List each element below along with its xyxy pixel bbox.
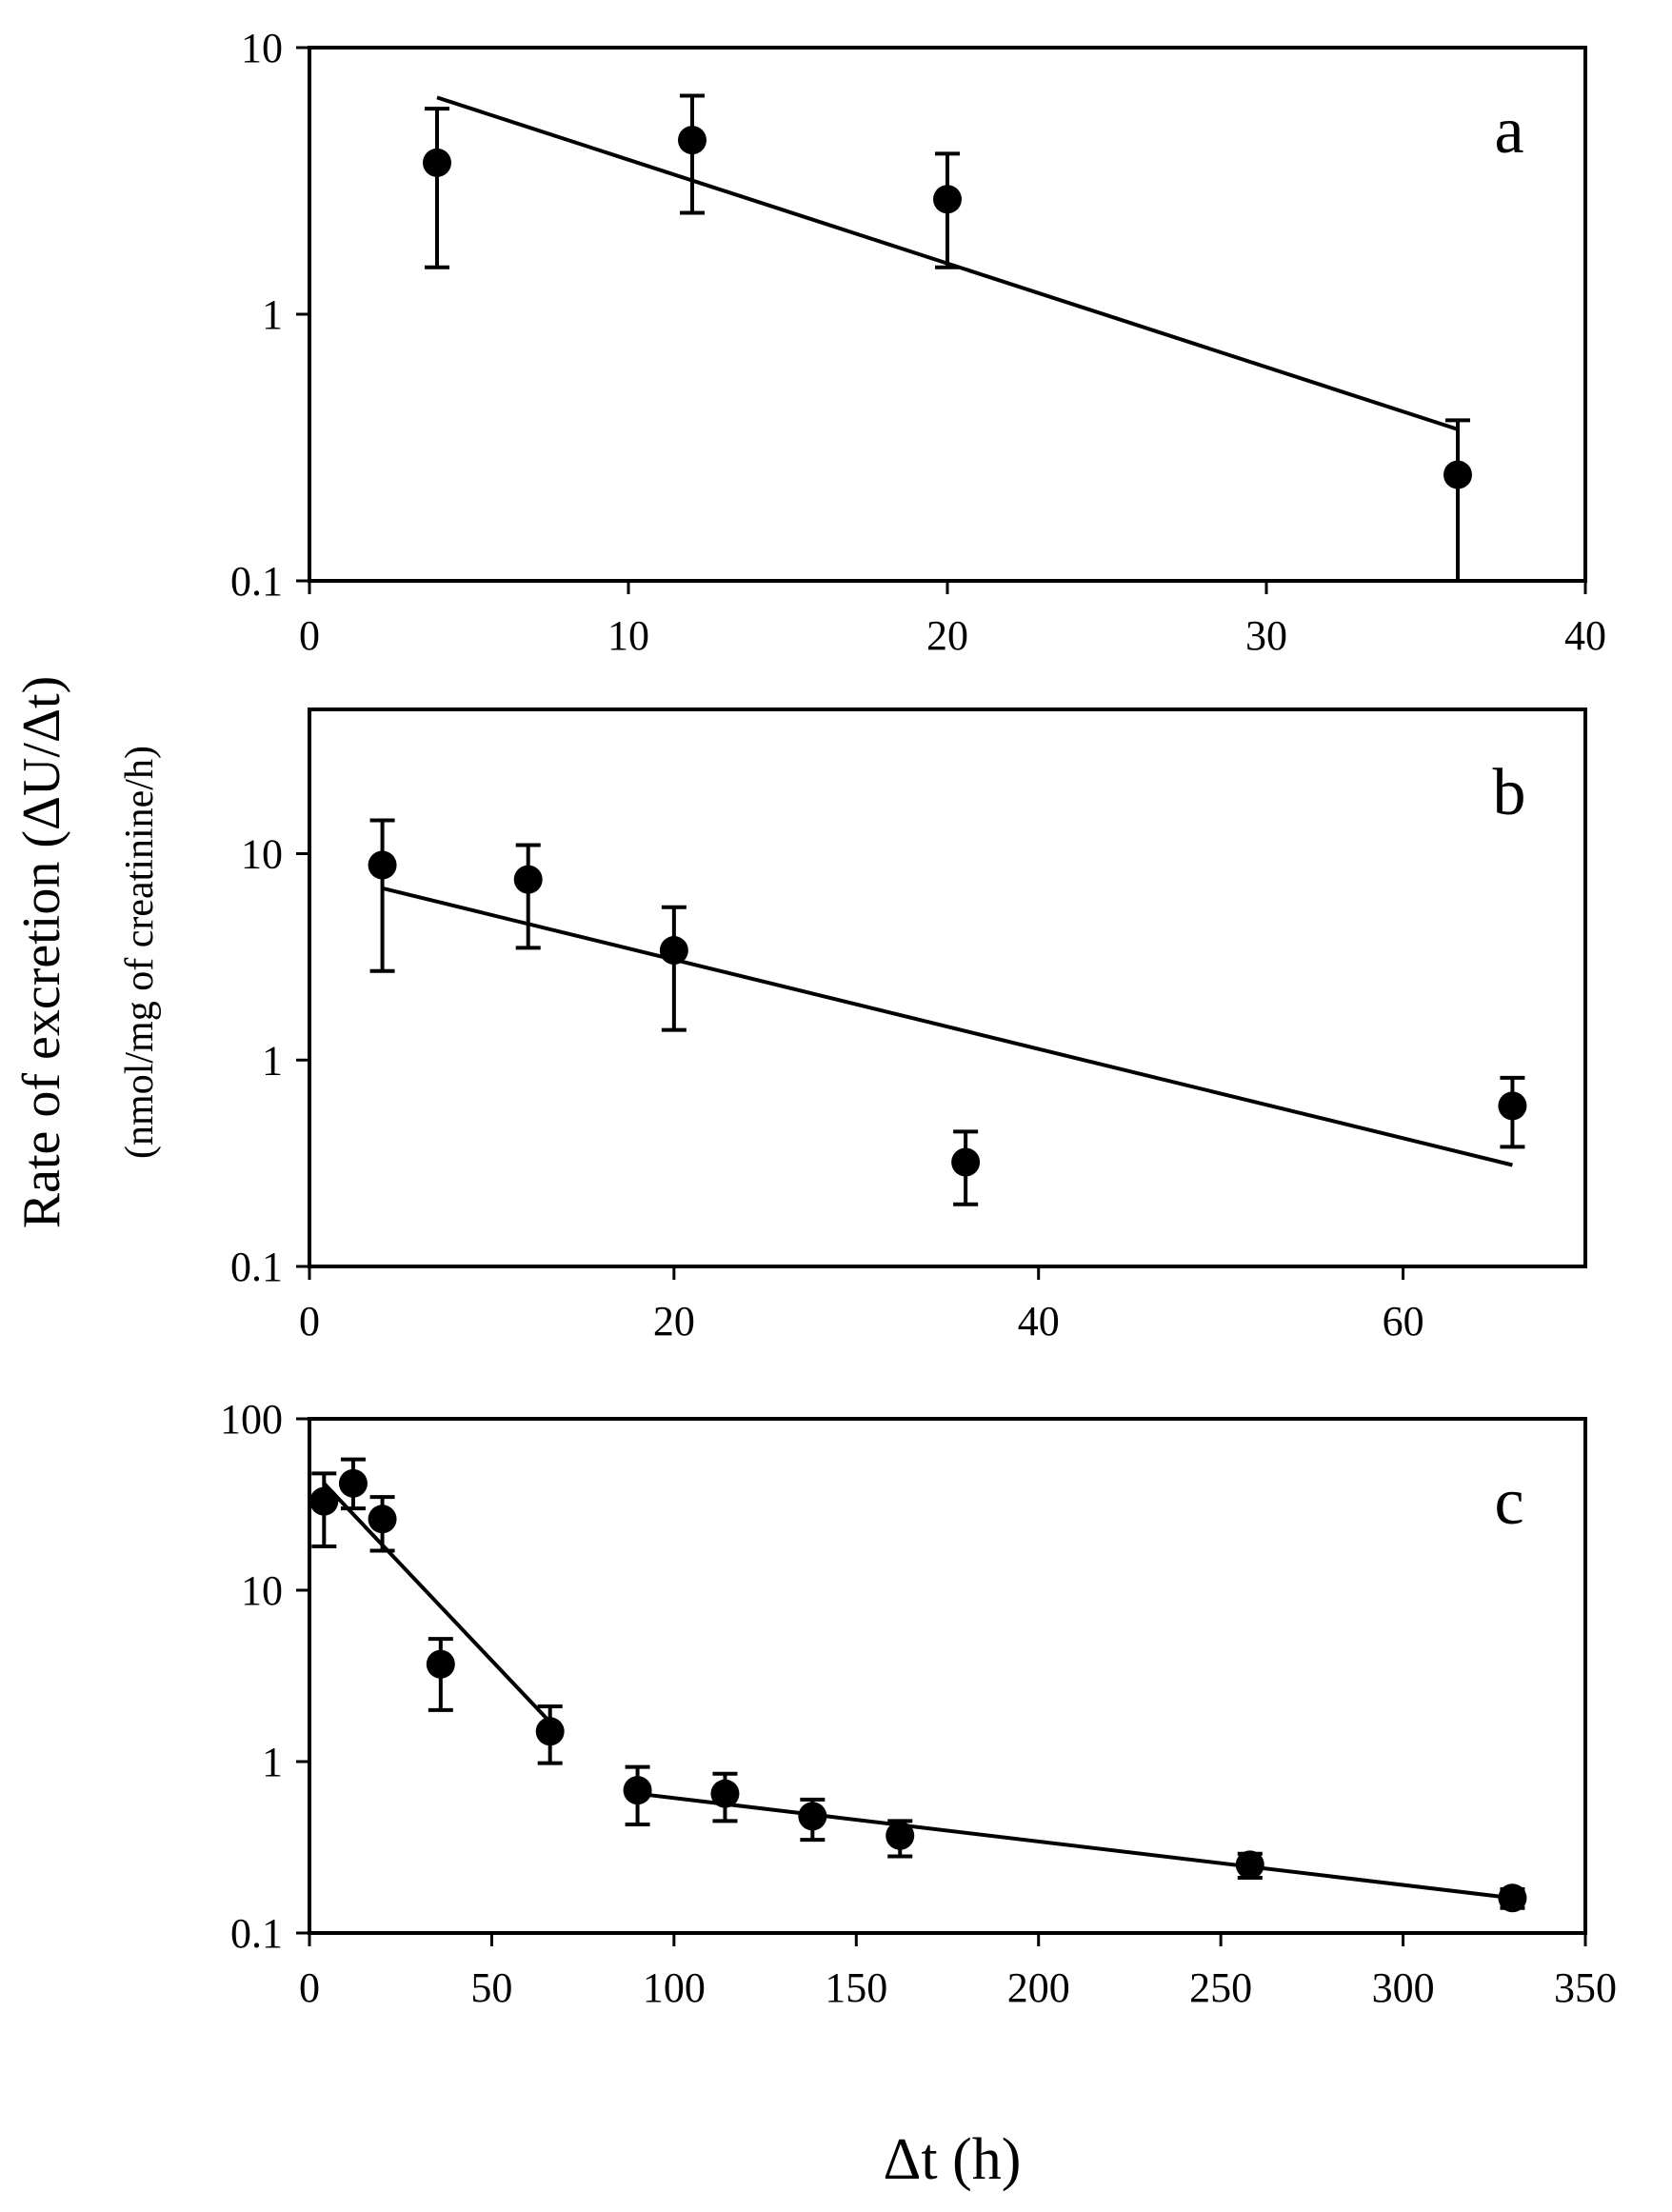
x-tick-label: 0 xyxy=(299,1298,320,1345)
fit-line xyxy=(637,1791,1513,1901)
plot-frame xyxy=(308,1417,1587,1935)
y-tick-label: 10 xyxy=(241,1567,283,1614)
x-tick-label: 0 xyxy=(299,1964,320,2011)
data-point xyxy=(1498,1883,1527,1913)
data-point xyxy=(423,148,451,177)
data-point xyxy=(678,126,707,155)
data-point xyxy=(368,850,397,880)
data-point xyxy=(535,1717,565,1746)
panel-b: 0 20 40 60 0.1 1 10 b xyxy=(230,707,1587,1345)
y-tick-label: 10 xyxy=(241,25,283,71)
data-point xyxy=(710,1779,740,1808)
x-tick-label: 20 xyxy=(653,1298,695,1345)
plot-frame xyxy=(308,707,1587,1268)
data-point xyxy=(338,1468,368,1498)
data-point xyxy=(951,1147,981,1177)
data-point xyxy=(1443,460,1472,489)
y-tick-label: 100 xyxy=(220,1396,283,1443)
data-point xyxy=(933,185,962,214)
y-axis-units-label: (nmol/mg of creatinine/h) xyxy=(118,746,162,1159)
data-point xyxy=(886,1821,915,1850)
y-tick-label: 0.1 xyxy=(230,558,283,605)
x-tick-label: 40 xyxy=(1564,612,1606,659)
x-tick-label: 350 xyxy=(1554,1964,1617,2011)
x-tick-label: 150 xyxy=(825,1964,887,2011)
data-point xyxy=(309,1486,339,1516)
x-tick-label: 10 xyxy=(607,612,649,659)
panel-c: 0 50 100 150 200 250 300 350 0.1 1 10 100 c xyxy=(220,1396,1617,2011)
x-tick-label: 0 xyxy=(299,612,320,659)
fit-line xyxy=(382,886,1513,1167)
data-point xyxy=(623,1776,652,1805)
data-point xyxy=(513,865,543,894)
y-tick-label: 1 xyxy=(262,1037,283,1084)
x-tick-label: 20 xyxy=(926,612,968,659)
x-axis-label: Δt (h) xyxy=(884,2127,1022,2192)
data-point xyxy=(1498,1091,1527,1121)
x-tick-label: 200 xyxy=(1007,1964,1070,2011)
panel-a: 0 10 20 30 40 0.1 1 10 a xyxy=(230,25,1606,659)
x-tick-label: 40 xyxy=(1018,1298,1060,1345)
data-point xyxy=(368,1505,397,1534)
data-point xyxy=(659,936,688,966)
y-tick-label: 1 xyxy=(262,291,283,338)
x-tick-label: 30 xyxy=(1245,612,1287,659)
x-tick-label: 60 xyxy=(1383,1298,1424,1345)
y-tick-label: 0.1 xyxy=(230,1244,283,1290)
panel-letter: b xyxy=(1493,756,1526,829)
y-tick-label: 1 xyxy=(262,1739,283,1785)
y-axis-label: Rate of excretion (ΔU/Δt) xyxy=(12,676,71,1228)
panel-letter: a xyxy=(1494,94,1523,168)
x-tick-label: 250 xyxy=(1189,1964,1252,2011)
y-tick-label: 0.1 xyxy=(230,1910,283,1957)
x-tick-label: 50 xyxy=(470,1964,512,2011)
data-point xyxy=(798,1802,827,1831)
fit-line xyxy=(322,1482,552,1724)
panel-letter: c xyxy=(1494,1465,1523,1539)
data-point xyxy=(1235,1850,1264,1880)
x-tick-label: 300 xyxy=(1372,1964,1435,2011)
x-tick-label: 100 xyxy=(643,1964,706,2011)
y-tick-label: 10 xyxy=(241,831,283,878)
data-point xyxy=(426,1649,455,1679)
